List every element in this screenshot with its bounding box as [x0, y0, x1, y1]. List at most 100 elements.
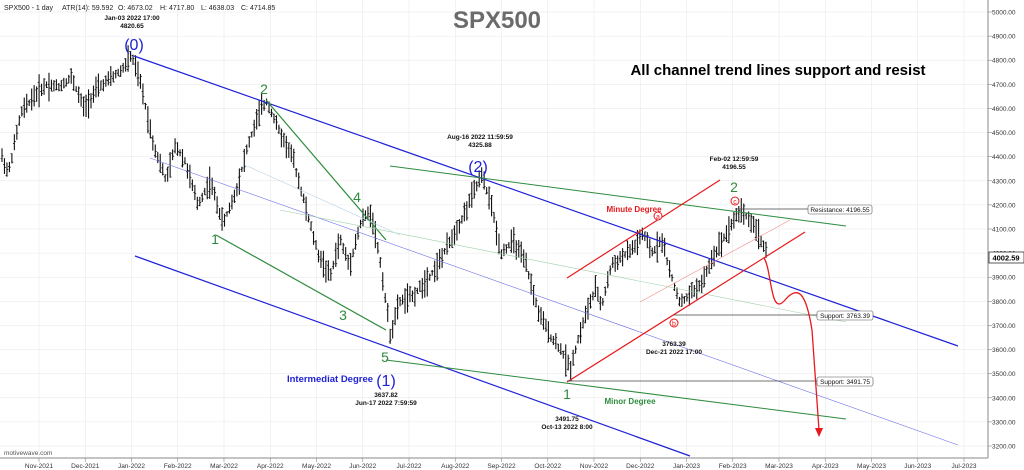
- minute-channel-upper: [566, 179, 721, 279]
- price-bar: [420, 277, 424, 299]
- price-bar: [30, 88, 34, 111]
- price-bar: [408, 285, 412, 303]
- price-bar: [45, 81, 48, 89]
- price-bar: [354, 233, 357, 250]
- price-bar: [673, 282, 676, 291]
- price-bar: [648, 238, 652, 259]
- price-bar: [230, 194, 234, 210]
- wave-2-intermediate-label: (2): [468, 159, 488, 176]
- price-bar: [636, 229, 639, 256]
- price-bar: [270, 108, 273, 118]
- price-bar: [240, 166, 244, 173]
- last-price-tag: 4002.59: [988, 251, 1024, 264]
- y-tick-label: 3500.00: [992, 371, 1016, 378]
- price-bar: [37, 74, 41, 108]
- y-tick-label: 3800.00: [992, 299, 1016, 306]
- x-tick-label: Mar-2022: [210, 463, 238, 470]
- price-bar: [77, 86, 81, 103]
- price-bar: [705, 265, 709, 277]
- price-bar: [223, 213, 226, 227]
- price-bar: [168, 151, 172, 178]
- price-bar: [754, 218, 758, 242]
- price-bar: [106, 71, 110, 86]
- price-bar: [695, 278, 699, 300]
- price-bar: [329, 268, 333, 281]
- price-bar: [509, 229, 513, 253]
- x-tick-label: Sep-2022: [487, 463, 516, 470]
- y-tick-label: 4400.00: [992, 154, 1016, 161]
- price-bar: [131, 54, 135, 66]
- price-bar: [537, 305, 540, 322]
- atr-label: ATR(14): 59.592: [62, 5, 113, 12]
- price-bar: [35, 86, 39, 102]
- price-bar: [326, 260, 330, 281]
- price-bar: [99, 80, 103, 91]
- price-bar: [334, 242, 338, 267]
- y-tick-label: 3700.00: [992, 323, 1016, 330]
- price-bar: [54, 79, 58, 91]
- price-bar: [235, 183, 239, 197]
- x-tick-label: Nov-2021: [25, 463, 54, 470]
- price-bar: [433, 260, 437, 283]
- x-tick-label: Apr-2022: [257, 463, 284, 470]
- x-tick-label: Nov-2022: [580, 463, 609, 470]
- price-bar: [475, 181, 479, 192]
- price-bar: [762, 240, 765, 252]
- price-bar: [176, 142, 179, 156]
- price-bar: [524, 252, 528, 273]
- minor-support-line: [385, 359, 847, 420]
- wave-1-intermediate-label: (1): [376, 373, 396, 390]
- x-tick-label: Oct-2022: [534, 463, 561, 470]
- price-bar: [282, 132, 286, 148]
- x-axis-ticks: Nov-2021 Dec-2021 Jan-2022 Feb-2022 Mar-2022…: [25, 458, 977, 470]
- price-bar: [467, 193, 471, 208]
- y-tick-label: 4100.00: [992, 227, 1016, 234]
- price-bar: [27, 99, 31, 107]
- price-bar: [228, 202, 231, 214]
- price-bar: [593, 275, 597, 297]
- price-bar: [161, 163, 165, 176]
- price-bar: [586, 297, 590, 320]
- price-bar: [257, 99, 261, 127]
- wave-0-label: (0): [124, 37, 144, 54]
- dec-date-label: Dec-21 2022 17:00: [646, 349, 702, 356]
- price-bar: [645, 232, 649, 249]
- resistance-box: Resistance: 4196.55: [807, 204, 873, 215]
- price-bar: [571, 349, 575, 366]
- price-bar: [69, 68, 73, 84]
- price-bar: [633, 239, 637, 253]
- price-bar: [277, 124, 281, 134]
- support-label-1: Support: 3763.39: [820, 313, 870, 320]
- support-box-2: Support: 3491.75: [816, 376, 874, 387]
- price-bar: [104, 75, 108, 87]
- price-bar: [47, 72, 51, 102]
- close-label: C: 4714.85: [241, 5, 275, 12]
- price-bar: [589, 294, 592, 309]
- price-bar: [309, 221, 313, 232]
- price-bar: [279, 128, 283, 148]
- price-bar: [163, 174, 167, 182]
- price-bar: [121, 62, 125, 73]
- wave-g2-label: 2: [260, 81, 268, 97]
- price-bar: [3, 158, 6, 174]
- minute-channel-lower: [566, 231, 806, 383]
- top-value-label: 4820.65: [120, 23, 144, 30]
- y-tick-label: 3900.00: [992, 275, 1016, 282]
- price-bar: [369, 204, 372, 228]
- price-bar: [319, 250, 323, 269]
- price-bar: [697, 280, 701, 292]
- price-bar: [322, 250, 325, 278]
- price-bar: [247, 136, 251, 148]
- dec-value-label: 3763.39: [662, 341, 686, 348]
- price-bar: [725, 225, 728, 243]
- price-bar: [129, 51, 132, 62]
- trend-lines: [133, 55, 959, 457]
- y-tick-label: 4500.00: [992, 130, 1016, 137]
- last-price-label: 4002.59: [992, 254, 1019, 263]
- price-bar: [371, 212, 375, 235]
- price-bar: [596, 286, 600, 302]
- price-bar: [492, 211, 496, 223]
- y-tick-label: 4700.00: [992, 82, 1016, 89]
